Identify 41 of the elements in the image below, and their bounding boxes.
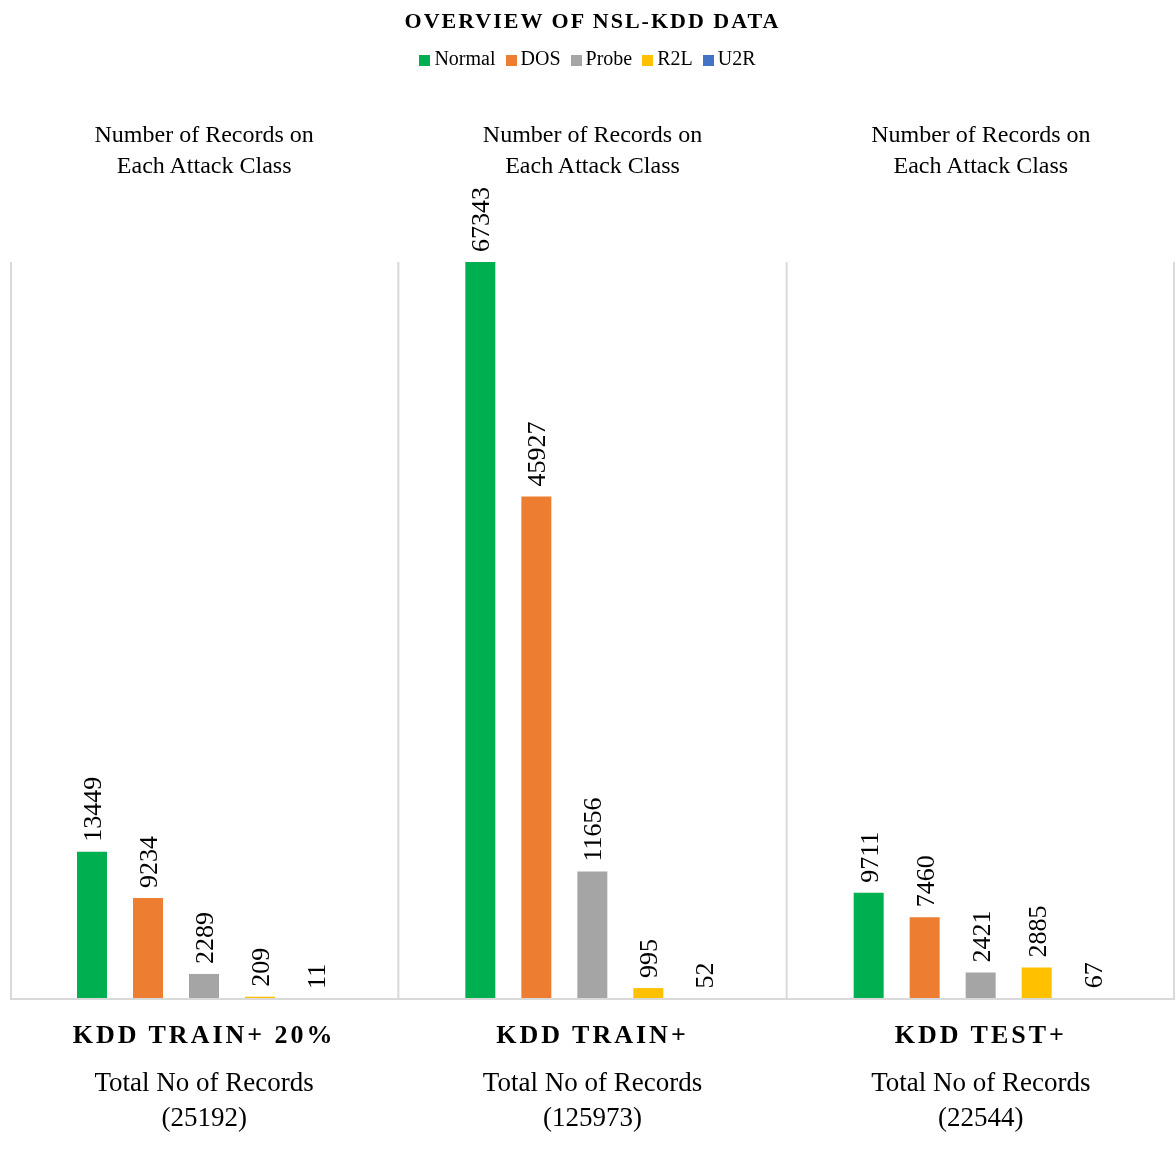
bar xyxy=(189,973,219,999)
data-label: 11 xyxy=(302,963,331,989)
text: Number of Records on Each Attack Class xyxy=(870,120,1092,181)
x-tick-label: KDD TRAIN+ 20% xyxy=(72,1020,336,1049)
legend-label: DOS xyxy=(520,47,561,69)
bar xyxy=(1021,967,1052,999)
text: Number of Records on Each Attack Class xyxy=(93,120,315,181)
x-tick-label: KDD TRAIN+ xyxy=(496,1020,689,1049)
data-label: 2421 xyxy=(966,910,996,963)
text: Total No of Records (22544) xyxy=(870,1066,1092,1135)
data-label: 7460 xyxy=(910,855,940,908)
bar xyxy=(77,851,107,999)
bar xyxy=(577,871,608,999)
data-label: 13449 xyxy=(78,776,107,842)
data-label: 52 xyxy=(690,962,720,989)
x-tick-label: KDD TEST+ xyxy=(894,1020,1067,1049)
text: Total No of Records (25192) xyxy=(93,1066,315,1135)
legend-label: R2L xyxy=(657,47,693,69)
bar xyxy=(465,262,496,999)
data-label: 9711 xyxy=(854,831,884,883)
data-label: 995 xyxy=(634,939,664,979)
text: Number of Records on Each Attack Class xyxy=(481,120,704,181)
data-label: 9234 xyxy=(134,835,163,888)
bar xyxy=(965,972,996,999)
data-label: 209 xyxy=(246,947,275,987)
data-label: 2289 xyxy=(190,911,219,964)
data-label: 2885 xyxy=(1022,905,1052,958)
bar xyxy=(909,917,940,999)
bar xyxy=(853,892,884,999)
bar xyxy=(633,988,664,999)
data-label: 45927 xyxy=(522,421,552,487)
bar xyxy=(521,496,552,999)
legend-label: Probe xyxy=(585,47,633,69)
data-label: 67 xyxy=(1078,962,1108,989)
data-label: 11656 xyxy=(578,797,608,862)
legend-label: U2R xyxy=(717,47,756,69)
data-label: 67343 xyxy=(466,187,496,252)
bar xyxy=(133,897,163,999)
chart-title: OVERVIEW OF NSL-KDD DATA xyxy=(403,8,782,34)
text: Total No of Records (125973) xyxy=(481,1066,704,1135)
legend-label: Normal xyxy=(434,47,496,69)
